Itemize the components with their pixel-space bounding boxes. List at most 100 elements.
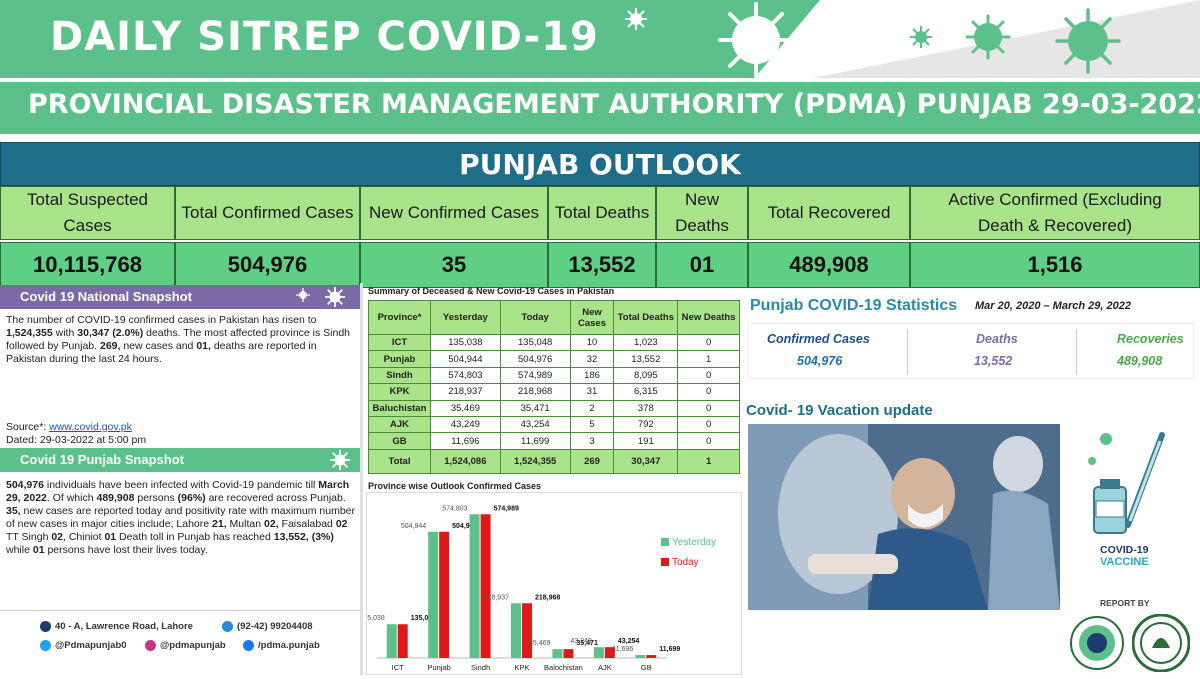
table-cell: 2 [569, 399, 615, 417]
province-name-cell: ICT [368, 333, 431, 352]
table-cell: 1,023 [613, 333, 679, 352]
national-snapshot-text: The number of COVID-19 confirmed cases i… [6, 314, 351, 365]
table-cell: 13,552 [613, 350, 679, 368]
table-cell: 31 [569, 383, 615, 401]
table-cell: 0 [677, 383, 740, 401]
header-green-shape [0, 0, 820, 78]
table-cell: 0 [677, 415, 740, 434]
total-cell: 269 [569, 448, 615, 474]
punjab-snapshot-text: 504,976 individuals have been infected w… [6, 479, 356, 556]
twitter-icon [40, 640, 51, 651]
category-label: ICT [392, 663, 405, 672]
facebook-item[interactable]: /pdma.punjab [243, 640, 320, 651]
data-label: 43,249 [570, 638, 592, 645]
virus-icon [325, 287, 345, 307]
stats-panel: Confirmed Cases 504,976 Deaths 13,552 Re… [748, 323, 1194, 379]
province-table-header: Province* Yesterday Today New Cases Tota… [368, 300, 740, 335]
data-label: 135,038 [367, 615, 385, 622]
table-cell: 191 [613, 432, 679, 450]
photo-illustration [748, 424, 1060, 610]
province-table: Province* Yesterday Today New Cases Tota… [368, 300, 740, 474]
outlook-value: 10,115,768 [0, 242, 175, 288]
vaccination-photo [748, 424, 1060, 610]
address-item: 40 - A, Lawrence Road, Lahore [40, 621, 193, 632]
total-row: Total 1,524,086 1,524,355 269 30,347 1 [368, 448, 740, 474]
virus-icon [330, 450, 350, 470]
outlook-value: 35 [360, 242, 548, 288]
total-cell: Total [368, 448, 431, 474]
vaccine-label-1: COVID-19 [1100, 544, 1149, 556]
province-table-title: Summary of Deceased & New Covid-19 Cases… [368, 286, 615, 296]
table-cell: 135,048 [499, 333, 571, 352]
outlook-value: 489,908 [748, 242, 910, 288]
stats-divider [907, 330, 908, 374]
instagram-item[interactable]: @pdmapunjab [145, 640, 226, 651]
column-divider [360, 283, 363, 675]
table-cell: 186 [569, 366, 615, 385]
category-label: Balochistan [544, 663, 583, 672]
punjab-government-logo [1132, 614, 1190, 672]
table-cell: 0 [677, 432, 740, 450]
bar-yesterday-kpk [511, 603, 521, 658]
outlook-header: New Confirmed Cases [360, 186, 548, 240]
province-name-cell: Punjab [368, 350, 431, 368]
deaths-value: 13,552 [974, 354, 1013, 368]
category-label: GB [641, 663, 652, 672]
punjab-outlook-table: PUNJAB OUTLOOK Total Suspected Cases Tot… [0, 142, 1200, 288]
province-name-cell: Sindh [368, 366, 431, 385]
table-cell: 43,249 [429, 415, 501, 434]
vaccination-title: Covid- 19 Vacation update [746, 402, 933, 419]
column-header: Yesterday [429, 300, 501, 335]
bar-yesterday-gb [635, 655, 646, 658]
outlook-header: Total Confirmed Cases [175, 186, 360, 240]
column-header: Province* [368, 300, 431, 335]
table-cell: 504,976 [499, 350, 571, 368]
bar-today-sindh [480, 514, 491, 658]
province-bar-chart: 135,038 135,048 ICT 504,944 504,976 Punjab 574… [359, 505, 716, 672]
outlook-title: PUNJAB OUTLOOK [0, 142, 1200, 186]
data-label: 574,803 [442, 505, 467, 512]
total-cell: 30,347 [613, 448, 679, 474]
source-link[interactable]: www.covid.gov.pk [49, 421, 132, 433]
bar-today-balochistan [563, 649, 574, 658]
table-cell: 218,937 [429, 383, 501, 401]
stats-date-range: Mar 20, 2020 – March 29, 2022 [975, 300, 1131, 312]
page-title: DAILY SITREP COVID-19 [50, 14, 599, 60]
table-row: Sindh 574,803 574,989 186 8,095 0 [368, 366, 740, 385]
facebook-icon [243, 640, 254, 651]
bar-today-kpk [522, 603, 532, 658]
confirmed-label: Confirmed Cases [767, 332, 870, 346]
source-line: Source*: www.covid.gov.pk [6, 421, 132, 433]
table-row: Baluchistan 35,469 35,471 2 378 0 [368, 399, 740, 417]
table-cell: 574,989 [499, 366, 571, 385]
recoveries-label: Recoveries [1117, 332, 1184, 346]
table-cell: 0 [677, 399, 740, 417]
category-label: KPK [514, 663, 529, 672]
twitter-item[interactable]: @Pdmapunjab0 [40, 640, 127, 651]
virus-icon [1055, 8, 1121, 74]
vaccine-label-2: VACCINE [1100, 556, 1149, 568]
bar-yesterday-punjab [428, 531, 439, 658]
report-by-label: REPORT BY [1100, 598, 1150, 608]
data-label: 11,699 [659, 646, 680, 653]
outlook-value: 01 [656, 242, 748, 288]
phone-icon [222, 621, 233, 632]
dated-line: Dated: 29-03-2022 at 5:00 pm [6, 434, 147, 446]
virus-icon [965, 14, 1011, 60]
subtitle-band [0, 78, 1200, 134]
phone-item[interactable]: (92-42) 99204408 [222, 621, 313, 632]
total-cell: 1,524,355 [499, 448, 571, 474]
location-icon [40, 621, 51, 632]
table-cell: 3 [569, 432, 615, 450]
outlook-header: Total Deaths [548, 186, 656, 240]
table-cell: 135,038 [429, 333, 501, 352]
bar-yesterday-ajk [593, 647, 604, 658]
outlook-header: New Deaths [656, 186, 748, 240]
legend-swatch [661, 538, 669, 546]
table-row: KPK 218,937 218,968 31 6,315 0 [368, 383, 740, 401]
total-cell: 1,524,086 [429, 448, 501, 474]
vaccine-icon [1088, 432, 1165, 534]
outlook-value: 504,976 [175, 242, 360, 288]
stats-title: Punjab COVID-19 Statistics [750, 297, 958, 314]
data-label: 504,976 [452, 523, 477, 530]
